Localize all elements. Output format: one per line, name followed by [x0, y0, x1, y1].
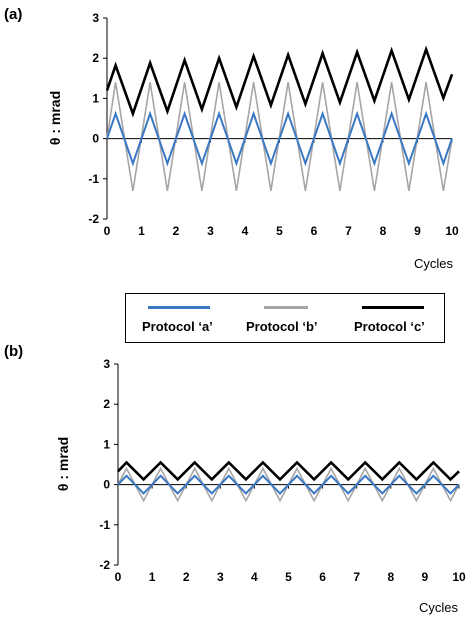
panel-a-x-tick-label: 6 [311, 224, 318, 238]
panel-b-y-tick-label: 0 [103, 478, 110, 492]
panel-b-x-tick-label: 1 [149, 570, 156, 584]
panel-b-y-tick-label: 3 [103, 357, 110, 371]
panel-a-x-tick-label: 0 [104, 224, 111, 238]
panel-a-x-tick-label: 9 [414, 224, 421, 238]
panel-b-x-tick-label: 9 [422, 570, 429, 584]
panel-a-y-tick-label: 1 [92, 91, 99, 105]
panel-b-y-axis-label: θ : mrad [55, 437, 71, 491]
panel-a-y-tick-label: 3 [92, 11, 99, 25]
panel-b-y-tick-label: 2 [103, 397, 110, 411]
panel-b-series-c-line [117, 460, 460, 482]
legend-label-a: Protocol ‘a’ [142, 319, 213, 334]
panel-a-x-tick-label: 3 [207, 224, 214, 238]
panel-b-x-tick-label: 0 [115, 570, 122, 584]
panel-a-x-tick-label: 8 [380, 224, 387, 238]
panel-a-y-tick-label: 0 [92, 132, 99, 146]
legend-swatch-b [264, 306, 308, 309]
panel-b-series-a-line [117, 474, 460, 495]
panel-a-y-tick-label: -1 [88, 172, 99, 186]
panel-a-label: (a) [4, 6, 23, 23]
panel-b-x-tick-label: 8 [387, 570, 394, 584]
legend: Protocol ‘a’ Protocol ‘b’ Protocol ‘c’ [125, 293, 445, 343]
panel-a-series-c-line [105, 45, 454, 118]
panel-b-x-tick-label: 5 [285, 570, 292, 584]
legend-label-b: Protocol ‘b’ [246, 319, 318, 334]
panel-a-x-tick-label: 1 [138, 224, 145, 238]
legend-swatch-c [362, 306, 424, 309]
panel-a-x-tick-label: 7 [345, 224, 352, 238]
panel-a-x-tick-label: 2 [173, 224, 180, 238]
panel-b-label: (b) [4, 343, 24, 360]
panel-b-x-tick-label: 10 [452, 570, 466, 584]
panel-b-x-tick-label: 3 [217, 570, 224, 584]
panel-b-x-axis-label: Cycles [419, 600, 459, 615]
panel-b-y-tick-label: 1 [103, 437, 110, 451]
panel-b-x-tick-label: 4 [251, 570, 258, 584]
panel-b-y-tick-label: -1 [99, 518, 110, 532]
legend-label-c: Protocol ‘c’ [354, 319, 425, 334]
panel-b-x-tick-label: 7 [353, 570, 360, 584]
panel-a-series-a-line [106, 110, 453, 167]
panel-a-x-tick-label: 10 [445, 224, 459, 238]
panel-a-y-axis-label: θ : mrad [47, 91, 63, 145]
panel-a-x-axis-label: Cycles [414, 256, 454, 271]
panel-b-x-tick-label: 2 [183, 570, 190, 584]
panel-a-x-tick-label: 4 [242, 224, 249, 238]
panel-a-x-tick-label: 5 [276, 224, 283, 238]
panel-a-y-tick-label: -2 [88, 212, 99, 226]
panel-b-x-tick-label: 6 [319, 570, 326, 584]
panel-a-y-tick-label: 2 [92, 51, 99, 65]
legend-swatch-a [148, 306, 210, 309]
panel-b-y-tick-label: -2 [99, 558, 110, 572]
